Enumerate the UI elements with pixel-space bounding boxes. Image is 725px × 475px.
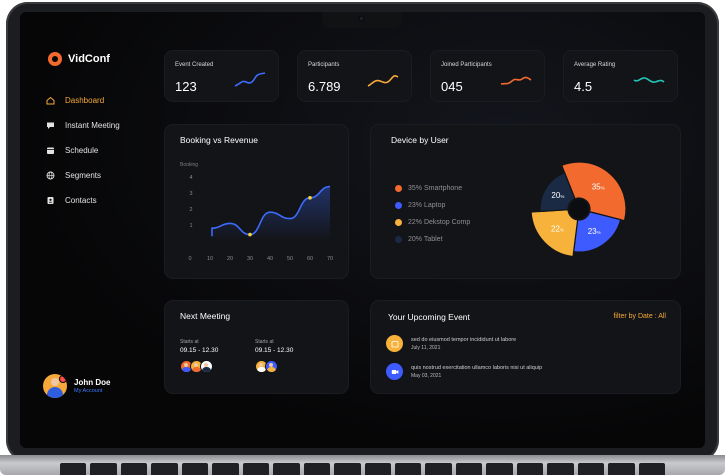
upcoming-events-card: Your Upcoming Event filter by Date : All… [371,301,680,393]
device-by-user-card: Device by User 35% Smartphone 23% Laptop… [371,125,680,278]
stat-label: Average Rating [574,62,616,68]
laptop-base [0,455,725,475]
sidebar-item-contacts[interactable]: Contacts [46,188,120,213]
sparkline [234,72,266,87]
x-tick-label: 0 [188,256,191,262]
avatar [200,360,213,373]
camera-icon [358,15,365,22]
calendar-icon [386,335,403,352]
meeting-item[interactable]: Starts at 09.15 - 12.30 [255,339,293,373]
series-line [211,185,331,237]
sparkline [367,74,399,87]
app-logo[interactable]: VidConf [48,52,110,66]
participant-avatars [255,360,293,373]
stat-card-participants[interactable]: Participants 6.789 [298,51,411,101]
line-area [212,186,330,241]
stat-value: 123 [175,79,197,94]
video-icon [386,363,403,380]
slice-label: 22% [551,225,564,234]
stat-label: Participants [308,62,340,68]
chat-icon [46,121,55,130]
legend-item: 35% Smartphone [395,180,470,197]
event-item[interactable]: sed do eiusmod tempor incididunt ut labo… [386,335,516,352]
x-tick-label: 20 [227,256,233,262]
stat-label: Joined Participants [441,62,492,68]
y-tick-label: 3 [189,191,192,197]
card-title: Device by User [391,135,449,145]
legend-item: 20% Tablet [395,231,470,248]
pie-slice [530,209,579,258]
stat-value: 6.789 [308,79,341,94]
pie-slice [560,161,627,222]
sidebar-item-label: Instant Meeting [65,121,120,130]
sidebar-item-label: Dashboard [65,96,105,105]
avatar [180,360,193,373]
stat-card-events[interactable]: Event Created 123 [165,51,278,101]
sidebar-item-label: Segments [65,171,102,180]
event-item[interactable]: quis nostrud exercitation ullamco labori… [386,363,542,380]
stat-value: 4.5 [574,79,593,94]
logo-icon [48,52,62,66]
meeting-item[interactable]: Starts at 09.15 - 12.30 [180,339,218,373]
contact-book-icon [46,196,55,205]
calendar-icon [46,146,55,155]
sidebar-item-instant-meeting[interactable]: Instant Meeting [46,113,120,138]
date-filter-button[interactable]: filter by Date : All [613,313,666,320]
next-meeting-card: Next Meeting Starts at 09.15 - 12.30 Sta… [165,301,348,393]
legend-item: 22% Dekstop Comp [395,214,470,231]
x-tick-label: 50 [287,256,293,262]
keyboard-row [60,463,666,475]
sidebar-item-label: Contacts [65,196,97,205]
stat-label: Event Created [175,62,214,68]
my-account-link[interactable]: My Account [74,388,103,394]
app-name: VidConf [68,53,110,65]
home-icon [46,96,55,105]
user-profile[interactable]: John Doe My Account [43,374,110,398]
x-tick-label: 70 [327,256,333,262]
pie-slice [572,211,622,253]
sidebar-item-dashboard[interactable]: Dashboard [46,88,120,113]
y-axis-label: Booking [180,162,198,168]
x-tick-label: 40 [267,256,273,262]
sidebar-item-label: Schedule [65,146,99,155]
user-name: John Doe [74,378,111,387]
y-tick-label: 2 [189,207,192,213]
stat-card-rating[interactable]: Average Rating 4.5 [564,51,677,101]
device-pie-chart: 35% 23% 22% 20% [530,161,627,258]
stat-value: 045 [441,79,463,94]
slice-label: 20% [551,191,564,200]
card-title: Next Meeting [180,311,231,321]
card-title: Booking vs Revenue [180,135,258,145]
legend-item: 23% Laptop [395,197,470,214]
y-tick-label: 4 [189,175,192,181]
sparkline [633,77,665,83]
card-title: Your Upcoming Event [388,312,470,322]
slice-label: 35% [592,183,605,192]
sidebar-nav: Dashboard Instant Meeting Schedule Segme… [46,88,120,213]
pie-center [569,199,589,219]
sidebar-item-segments[interactable]: Segments [46,163,120,188]
slice-label: 23% [588,227,601,236]
x-tick-label: 10 [207,256,213,262]
avatar [43,374,67,398]
booking-revenue-card: Booking vs Revenue Booking 1 2 3 4 0 10 20 30 40 5… [165,125,348,278]
sparkline [500,76,532,85]
pie-slice [539,171,576,213]
device-legend: 35% Smartphone 23% Laptop 22% Dekstop Co… [395,180,470,248]
highlight-point [248,232,252,237]
notification-dot [59,375,67,383]
x-tick-label: 60 [307,256,313,262]
globe-icon [46,171,55,180]
stat-card-joined[interactable]: Joined Participants 045 [431,51,544,101]
x-tick-label: 30 [247,256,253,262]
y-tick-label: 1 [189,223,192,229]
highlight-point [308,196,312,200]
sidebar-item-schedule[interactable]: Schedule [46,138,120,163]
participant-avatars [180,360,218,373]
avatar [265,360,278,373]
